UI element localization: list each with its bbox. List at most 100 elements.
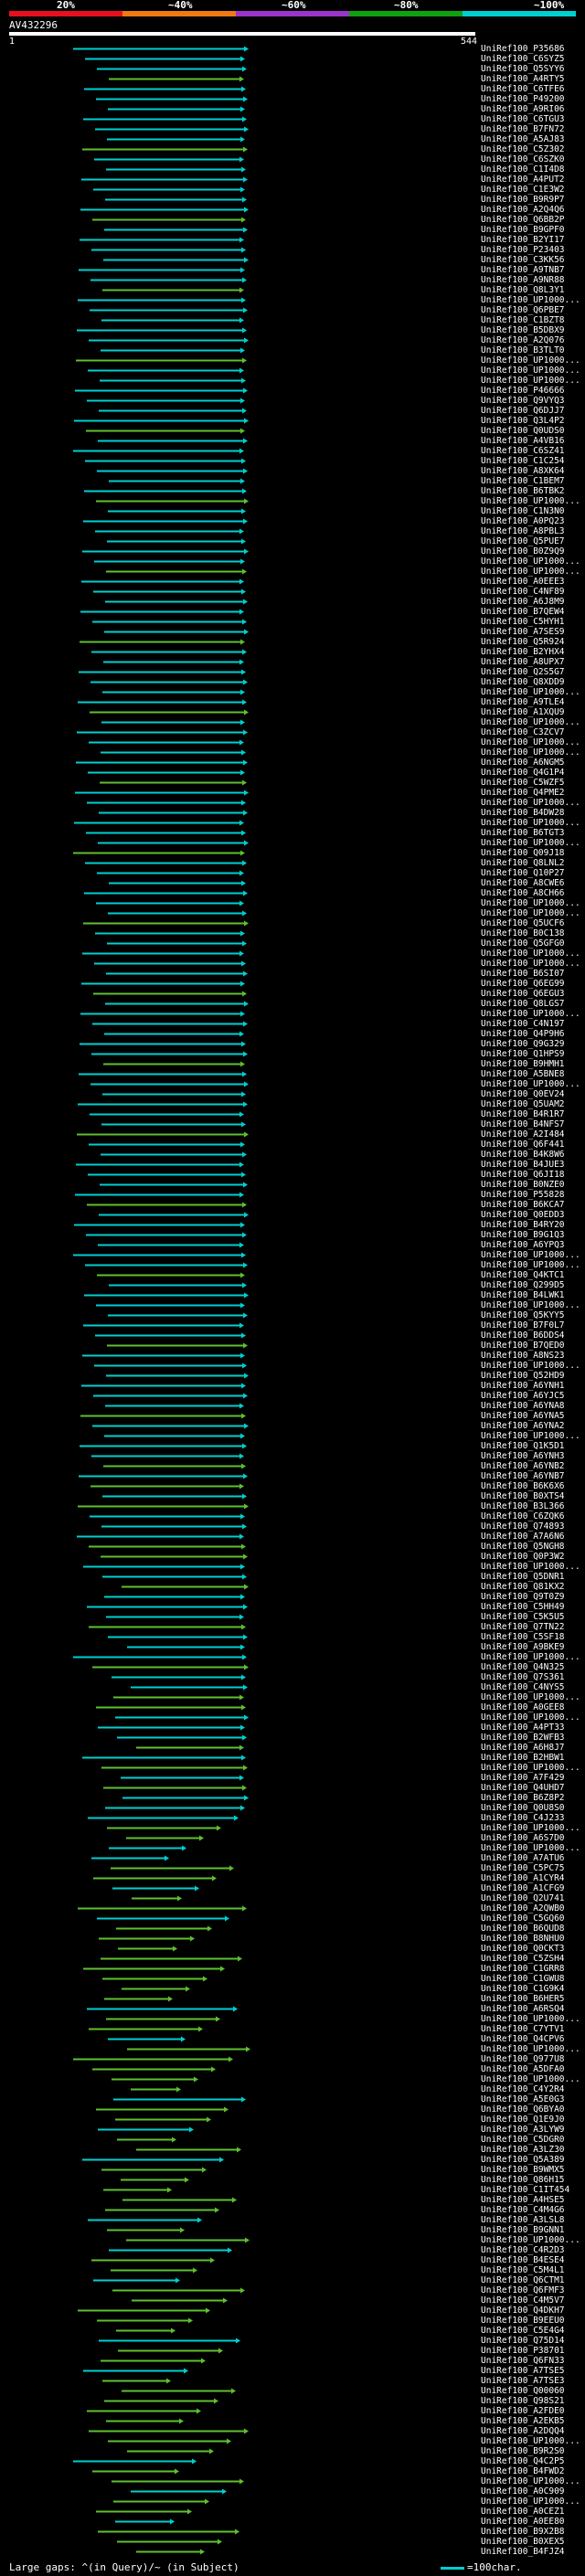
hit-link[interactable]: UniRef100_A2DQQ4 [481,2426,565,2436]
hit-link[interactable]: UniRef100_Q7S361 [481,1672,565,1682]
hit-link[interactable]: UniRef100_B9G1Q3 [481,1230,565,1240]
hit-link[interactable]: UniRef100_B8NHU0 [481,1934,565,1944]
hit-link[interactable]: UniRef100_B7QEW4 [481,607,565,617]
hit-link[interactable]: UniRef100_A5DFA0 [481,2064,565,2074]
hit-link[interactable]: UniRef100_UP1000... [481,959,580,969]
hit-link[interactable]: UniRef100_P55828 [481,1190,565,1200]
hit-link[interactable]: UniRef100_C6ZQK6 [481,1511,565,1521]
hit-link[interactable]: UniRef100_B4K8W6 [481,1150,565,1160]
hit-link[interactable]: UniRef100_B9R9P7 [481,195,565,205]
hit-link[interactable]: UniRef100_B6QUD8 [481,1924,565,1934]
hit-link[interactable]: UniRef100_A5E0G3 [481,2094,565,2104]
hit-link[interactable]: UniRef100_B7QED0 [481,1341,565,1351]
hit-link[interactable]: UniRef100_Q0CKT3 [481,1944,565,1954]
hit-link[interactable]: UniRef100_B3TLT0 [481,345,565,355]
hit-link[interactable]: UniRef100_Q4C2P5 [481,2456,565,2466]
hit-link[interactable]: UniRef100_UP1000... [481,1260,580,1270]
hit-link[interactable]: UniRef100_UP1000... [481,747,580,758]
hit-link[interactable]: UniRef100_A8NS23 [481,1351,565,1361]
hit-link[interactable]: UniRef100_Q5NGH8 [481,1542,565,1552]
hit-link[interactable]: UniRef100_Q81KX2 [481,1582,565,1592]
hit-link[interactable]: UniRef100_Q0EV24 [481,1089,565,1099]
hit-link[interactable]: UniRef100_B4NFS7 [481,1119,565,1129]
hit-link[interactable]: UniRef100_Q0UDS0 [481,426,565,436]
hit-link[interactable]: UniRef100_Q6PBE7 [481,305,565,315]
hit-link[interactable]: UniRef100_C3ZCV7 [481,727,565,737]
hit-link[interactable]: UniRef100_B9GNN1 [481,2225,565,2235]
hit-link[interactable]: UniRef100_Q0U8S0 [481,1803,565,1813]
hit-link[interactable]: UniRef100_Q1K5D1 [481,1441,565,1451]
hit-link[interactable]: UniRef100_A6S7D0 [481,1833,565,1843]
hit-link[interactable]: UniRef100_C4J233 [481,1813,565,1823]
hit-link[interactable]: UniRef100_B6Z8P2 [481,1793,565,1803]
hit-link[interactable]: UniRef100_C5DGR0 [481,2135,565,2145]
hit-link[interactable]: UniRef100_UP1000... [481,557,580,567]
hit-link[interactable]: UniRef100_UP1000... [481,2476,580,2486]
hit-link[interactable]: UniRef100_A8CH66 [481,888,565,898]
hit-link[interactable]: UniRef100_P49200 [481,94,565,104]
hit-link[interactable]: UniRef100_A6NGM5 [481,758,565,768]
hit-link[interactable]: UniRef100_B4RY20 [481,1220,565,1230]
hit-link[interactable]: UniRef100_UP1000... [481,496,580,506]
hit-link[interactable]: UniRef100_UP1000... [481,818,580,828]
hit-link[interactable]: UniRef100_C4Y2R4 [481,2084,565,2094]
hit-link[interactable]: UniRef100_UP1000... [481,2436,580,2446]
hit-link[interactable]: UniRef100_UP1000... [481,355,580,366]
hit-link[interactable]: UniRef100_B6TGT3 [481,828,565,838]
hit-link[interactable]: UniRef100_B7FN72 [481,124,565,134]
hit-link[interactable]: UniRef100_A7F429 [481,1773,565,1783]
hit-link[interactable]: UniRef100_A1CYR4 [481,1873,565,1883]
hit-link[interactable]: UniRef100_A6YNA8 [481,1401,565,1411]
hit-link[interactable]: UniRef100_B4FWD2 [481,2466,565,2476]
hit-link[interactable]: UniRef100_B6SI07 [481,969,565,979]
hit-link[interactable]: UniRef100_P38701 [481,2346,565,2356]
hit-link[interactable]: UniRef100_B4LWK1 [481,1290,565,1300]
hit-link[interactable]: UniRef100_B6DDS4 [481,1330,565,1341]
hit-link[interactable]: UniRef100_A6RSQ4 [481,2004,565,2014]
hit-link[interactable]: UniRef100_Q5SYY6 [481,64,565,74]
hit-link[interactable]: UniRef100_Q98S21 [481,2396,565,2406]
hit-link[interactable]: UniRef100_A2I484 [481,1129,565,1140]
hit-link[interactable]: UniRef100_UP1000... [481,1079,580,1089]
hit-link[interactable]: UniRef100_Q0P3W2 [481,1552,565,1562]
hit-link[interactable]: UniRef100_UP1000... [481,2014,580,2024]
hit-link[interactable]: UniRef100_UP1000... [481,1431,580,1441]
hit-link[interactable]: UniRef100_A6YNB2 [481,1461,565,1471]
hit-link[interactable]: UniRef100_B2YHX4 [481,647,565,657]
hit-link[interactable]: UniRef100_B0C138 [481,928,565,938]
hit-link[interactable]: UniRef100_UP1000... [481,898,580,908]
hit-link[interactable]: UniRef100_Q5A389 [481,2155,565,2165]
hit-link[interactable]: UniRef100_A6YNH3 [481,1451,565,1461]
hit-link[interactable]: UniRef100_A5AJ83 [481,134,565,144]
hit-link[interactable]: UniRef100_UP1000... [481,1652,580,1662]
hit-link[interactable]: UniRef100_B9R2S0 [481,2446,565,2456]
hit-link[interactable]: UniRef100_A9BKE9 [481,1642,565,1652]
hit-link[interactable]: UniRef100_Q1E9J0 [481,2115,565,2125]
hit-link[interactable]: UniRef100_Q4KTC1 [481,1270,565,1280]
hit-link[interactable]: UniRef100_B2HBW1 [481,1753,565,1763]
hit-link[interactable]: UniRef100_C1IT454 [481,2185,570,2195]
hit-link[interactable]: UniRef100_Q4N325 [481,1662,565,1672]
hit-link[interactable]: UniRef100_UP1000... [481,1712,580,1723]
hit-link[interactable]: UniRef100_UP1000... [481,2044,580,2054]
hit-link[interactable]: UniRef100_Q8XDD9 [481,677,565,687]
hit-link[interactable]: UniRef100_C1BZT8 [481,315,565,325]
hit-link[interactable]: UniRef100_Q9VYQ3 [481,396,565,406]
hit-link[interactable]: UniRef100_Q5PUE7 [481,536,565,546]
hit-link[interactable]: UniRef100_C1N3N0 [481,506,565,516]
hit-link[interactable]: UniRef100_C4M4G6 [481,2205,565,2215]
hit-link[interactable]: UniRef100_A4PUT2 [481,175,565,185]
hit-link[interactable]: UniRef100_Q4CPV6 [481,2034,565,2044]
hit-link[interactable]: UniRef100_UP1000... [481,737,580,747]
hit-link[interactable]: UniRef100_Q4P9H6 [481,1029,565,1039]
hit-link[interactable]: UniRef100_Q6FN33 [481,2356,565,2366]
hit-link[interactable]: UniRef100_C5K5U5 [481,1612,565,1622]
hit-link[interactable]: UniRef100_Q5UAM2 [481,1099,565,1109]
hit-link[interactable]: UniRef100_A9RI06 [481,104,565,114]
hit-link[interactable]: UniRef100_C5SF18 [481,1632,565,1642]
hit-link[interactable]: UniRef100_C1GWU8 [481,1974,565,1984]
hit-link[interactable]: UniRef100_Q6DJJ7 [481,406,565,416]
hit-link[interactable]: UniRef100_A6YPQ3 [481,1240,565,1250]
hit-link[interactable]: UniRef100_UP1000... [481,1009,580,1019]
hit-link[interactable]: UniRef100_C4R2D3 [481,2245,565,2255]
